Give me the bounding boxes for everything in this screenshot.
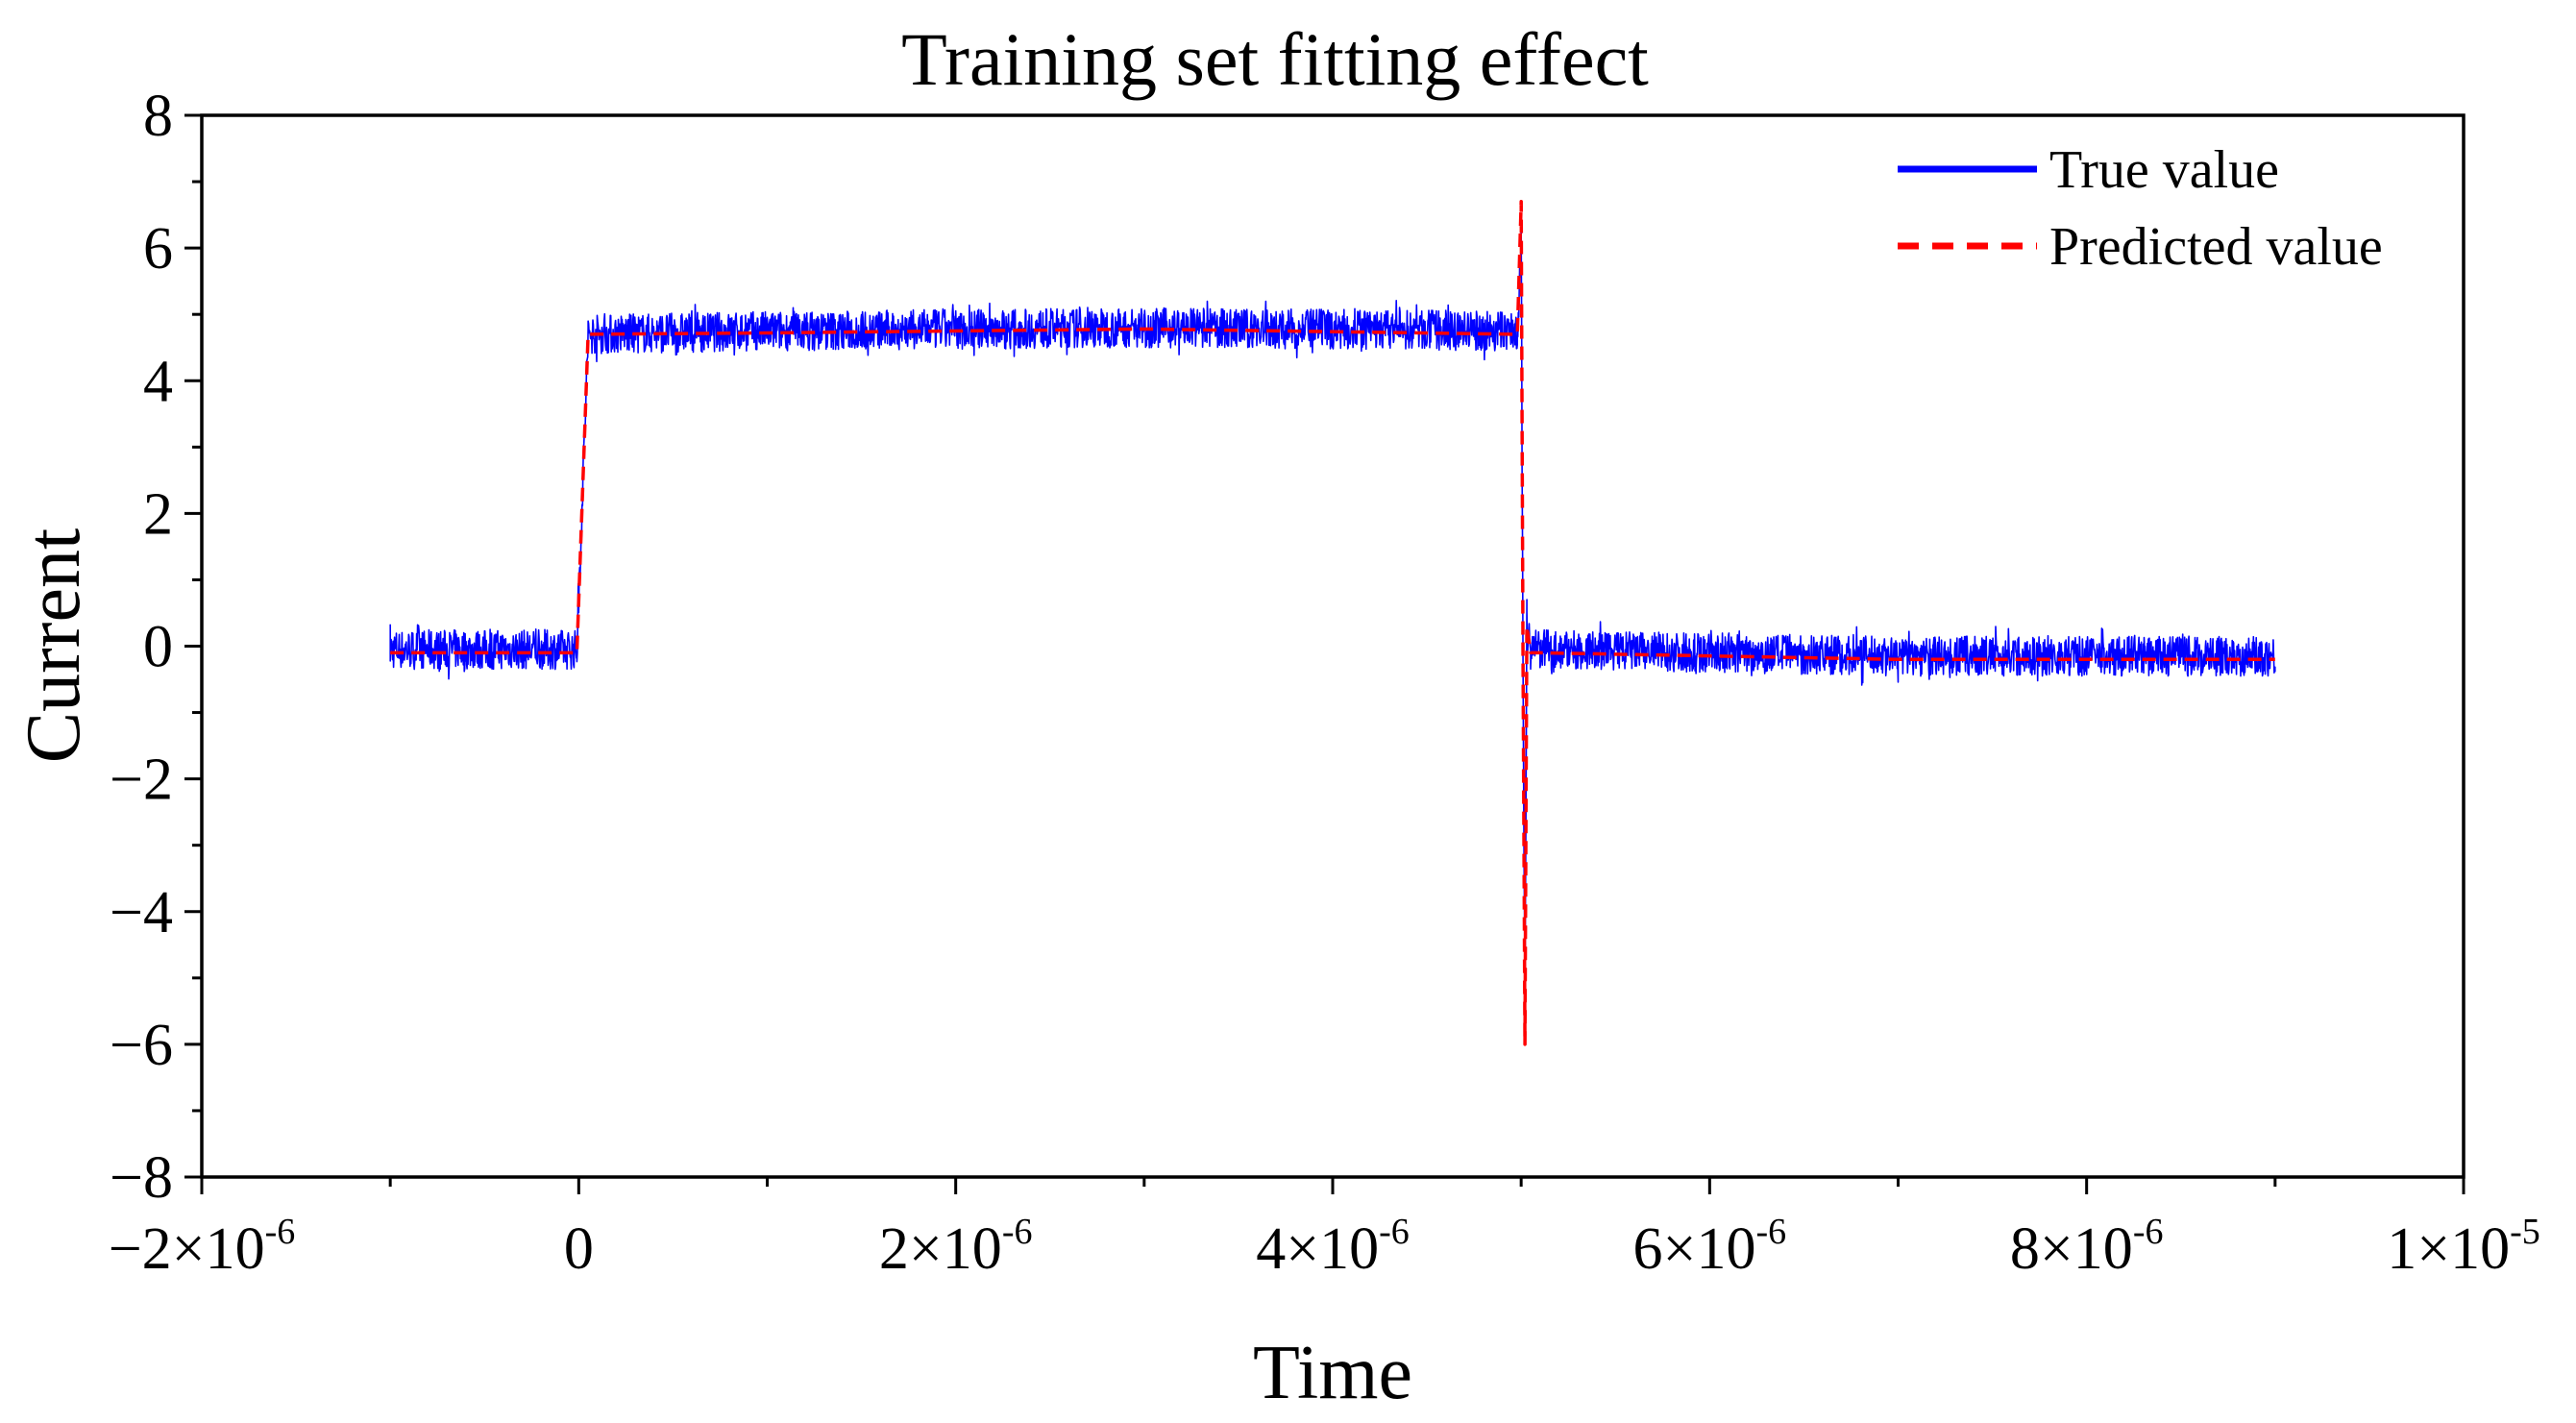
y-axis: 8 6 4 2 0 −2 −4 −6 −8 (110, 84, 202, 1211)
legend: True value Predicted value (1898, 140, 2383, 277)
x-tick-label: 8×10-6 (2010, 1212, 2164, 1282)
chart-title: Training set fitting effect (901, 17, 1649, 101)
x-tick-label: 0 (564, 1216, 594, 1282)
x-tick-label: 1×10-5 (2387, 1212, 2540, 1282)
series-line-true-value (389, 231, 2276, 1007)
y-tick-label: 2 (143, 481, 173, 547)
y-axis-title: Current (12, 528, 96, 763)
y-tick-label: −4 (110, 880, 173, 945)
plot-area (389, 200, 2276, 1046)
x-axis-title: Time (1253, 1331, 1412, 1415)
y-tick-label: −6 (110, 1013, 173, 1078)
x-tick-label: 6×10-6 (1633, 1212, 1787, 1282)
legend-label-true-value: True value (2049, 140, 2279, 200)
y-tick-label: −8 (110, 1145, 173, 1211)
x-axis: −2×10-6 0 2×10-6 4×10-6 6×10-6 8×10-6 1×10-5 (109, 1177, 2540, 1282)
series-line-predicted-value (390, 200, 2275, 1046)
y-tick-label: 4 (143, 349, 173, 414)
y-tick-label: 6 (143, 216, 173, 282)
x-tick-label: 4×10-6 (1256, 1212, 1410, 1282)
x-tick-label: −2×10-6 (109, 1212, 296, 1282)
y-tick-label: 8 (143, 84, 173, 149)
y-tick-label: −2 (110, 748, 173, 813)
x-tick-label: 2×10-6 (879, 1212, 1033, 1282)
y-tick-label: 0 (143, 615, 173, 680)
legend-label-predicted-value: Predicted value (2049, 217, 2383, 277)
